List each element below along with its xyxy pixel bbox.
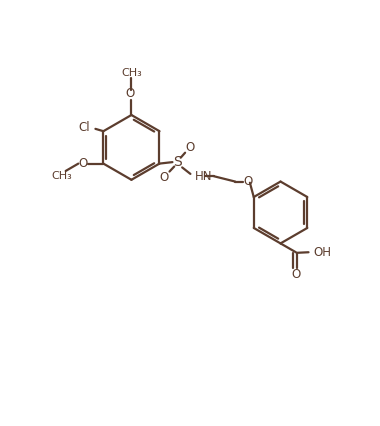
Text: O: O <box>291 268 301 281</box>
Text: HN: HN <box>195 170 213 183</box>
Text: S: S <box>173 155 182 169</box>
Text: OH: OH <box>314 246 332 259</box>
Text: O: O <box>185 141 194 154</box>
Text: O: O <box>78 157 87 170</box>
Text: O: O <box>243 175 252 188</box>
Text: Cl: Cl <box>79 121 90 134</box>
Text: O: O <box>126 87 135 100</box>
Text: CH₃: CH₃ <box>51 171 72 181</box>
Text: O: O <box>160 171 169 184</box>
Text: CH₃: CH₃ <box>121 68 142 78</box>
